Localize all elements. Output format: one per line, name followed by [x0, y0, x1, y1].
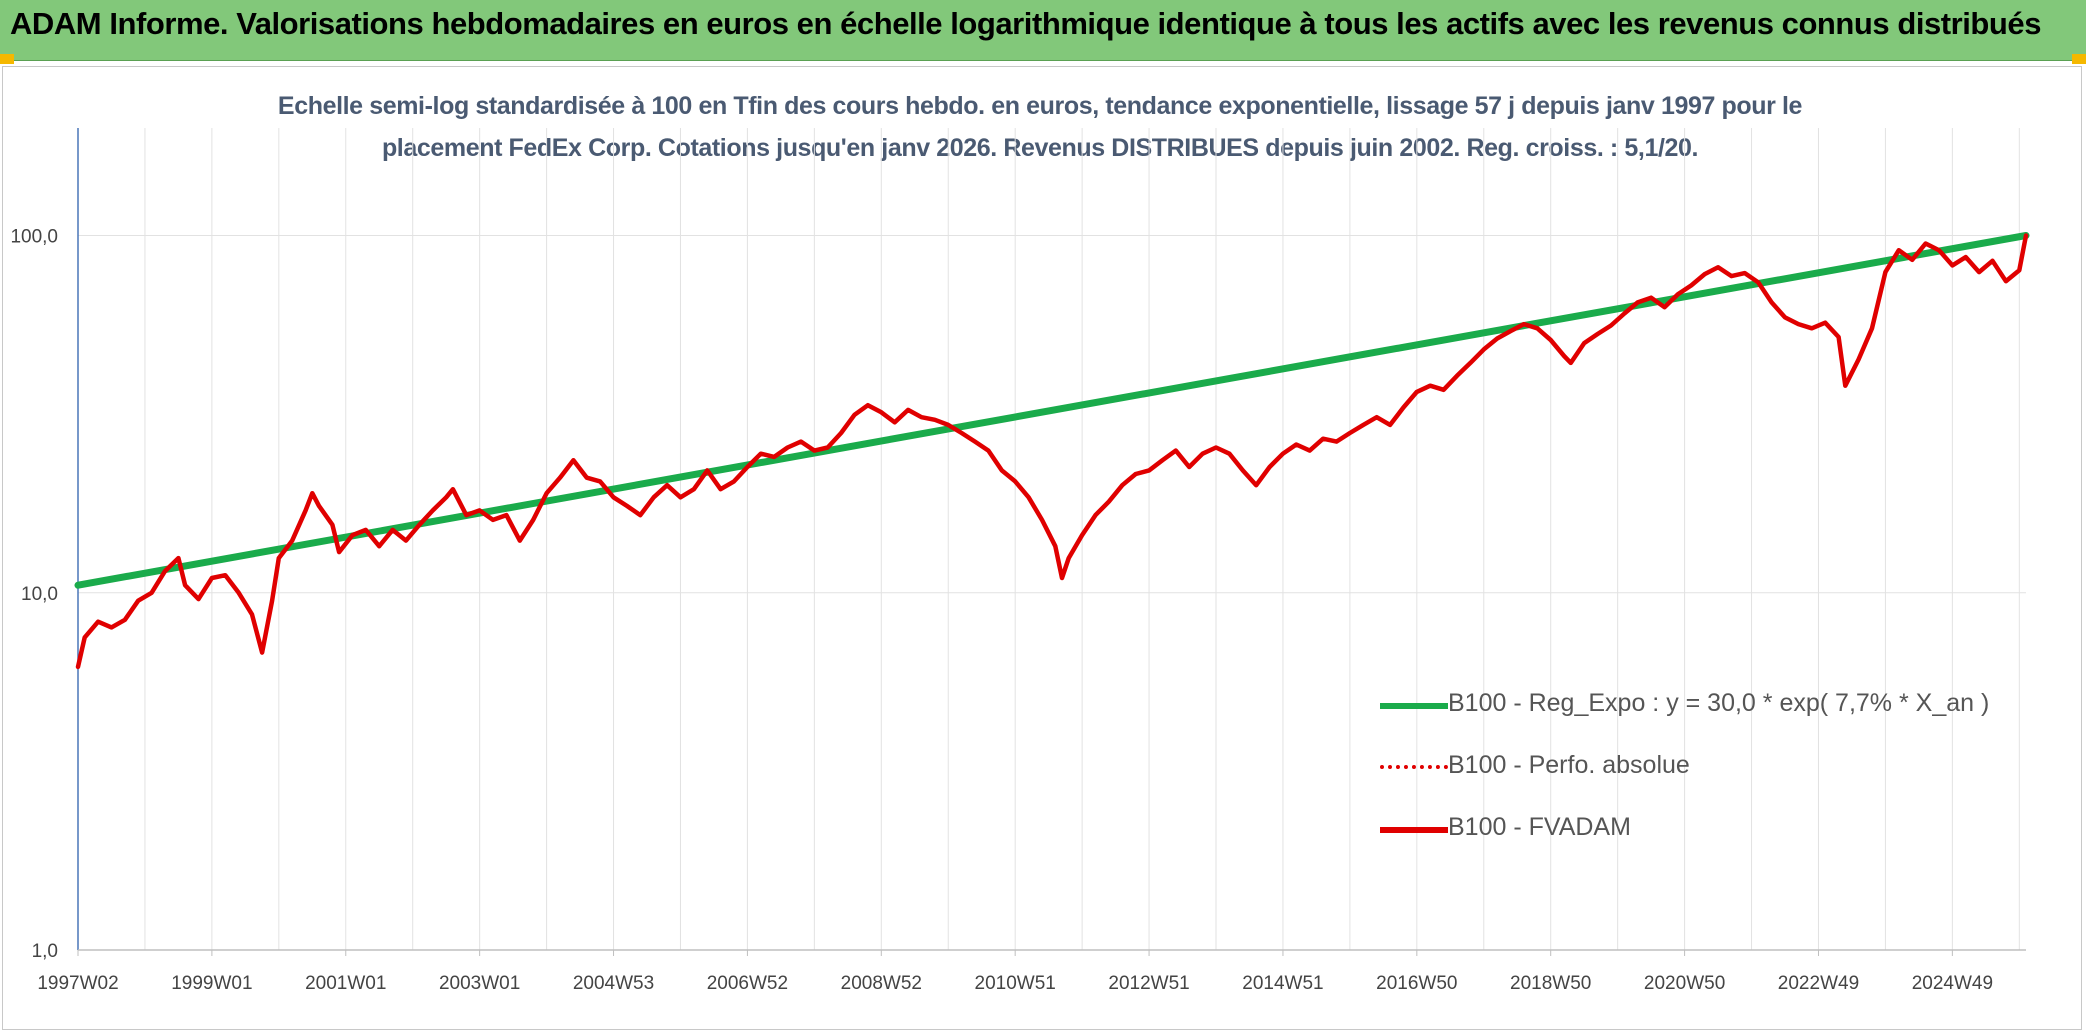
x-tick-label: 1997W02 — [37, 973, 118, 994]
legend-swatch-fvadam — [1380, 827, 1448, 833]
header-banner: ADAM Informe. Valorisations hebdomadaire… — [0, 0, 2086, 61]
x-tick-label: 2018W50 — [1510, 973, 1591, 994]
x-tick-label: 2003W01 — [439, 973, 520, 994]
legend-label-regression: B100 - Reg_Expo : y = 30,0 * exp( 7,7% *… — [1448, 689, 1990, 717]
corner-marker-right — [2072, 54, 2086, 64]
x-tick-label: 2004W53 — [573, 973, 654, 994]
series-line-fvadam — [75, 233, 2029, 670]
legend-item-fvadam: B100 - FVADAM — [1380, 809, 2020, 849]
legend-swatch-regression — [1380, 703, 1448, 709]
legend-label-perfo: B100 - Perfo. absolue — [1448, 751, 1690, 779]
chart-frame — [2, 66, 2082, 1030]
y-tick-label: 10,0 — [21, 584, 58, 605]
x-tick-label: 2010W51 — [975, 973, 1056, 994]
legend-swatch-perfo — [1380, 765, 1448, 769]
x-tick-label: 2006W52 — [707, 973, 788, 994]
page-title: ADAM Informe. Valorisations hebdomadaire… — [10, 6, 2041, 41]
legend-label-fvadam: B100 - FVADAM — [1448, 813, 1631, 841]
corner-marker-left — [0, 54, 14, 64]
series-line-regression — [74, 232, 2030, 589]
x-tick-label: 2001W01 — [305, 973, 386, 994]
x-tick-label: 2016W50 — [1376, 973, 1457, 994]
chart-title-line-2: placement FedEx Corp. Cotations jusqu'en… — [381, 134, 1699, 162]
y-tick-label: 100,0 — [10, 227, 58, 248]
x-tick-label: 2008W52 — [841, 973, 922, 994]
legend-item-perfo: B100 - Perfo. absolue — [1380, 747, 2020, 787]
x-tick-label: 2022W49 — [1778, 973, 1859, 994]
x-tick-label: 2014W51 — [1242, 973, 1323, 994]
x-tick-label: 1999W01 — [171, 973, 252, 994]
legend-item-regression: B100 - Reg_Expo : y = 30,0 * exp( 7,7% *… — [1380, 685, 2020, 725]
x-tick-label: 2020W50 — [1644, 973, 1725, 994]
x-tick-label: 2024W49 — [1912, 973, 1993, 994]
x-tick-label: 2012W51 — [1108, 973, 1189, 994]
y-tick-label: 1,0 — [32, 941, 58, 962]
chart-title-line-1: Echelle semi-log standardisée à 100 en T… — [277, 92, 1803, 120]
